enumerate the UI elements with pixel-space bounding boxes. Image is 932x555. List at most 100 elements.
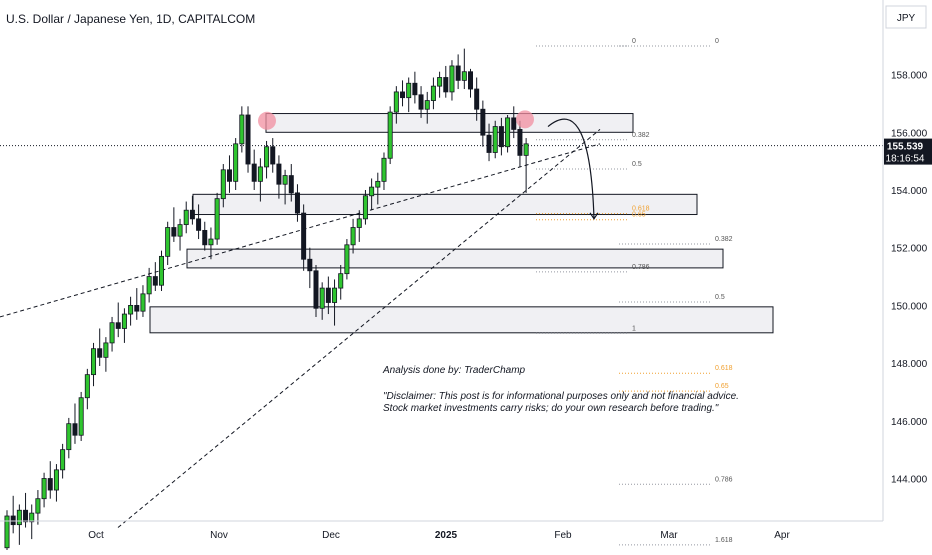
candle-body-77 bbox=[480, 108, 486, 136]
candle-body-33 bbox=[208, 238, 214, 246]
fib-label-0-5: 0.786 bbox=[632, 264, 650, 271]
zone-0 bbox=[265, 113, 634, 133]
candle-body-61 bbox=[381, 157, 387, 182]
candle-body-23 bbox=[146, 276, 152, 295]
x-tick-1: Nov bbox=[210, 530, 228, 541]
zone-1 bbox=[192, 193, 698, 216]
candle-body-26 bbox=[165, 227, 171, 257]
trendline-upper bbox=[0, 143, 601, 318]
candle-body-83 bbox=[517, 129, 523, 156]
axes: 144.000 146.000 148.000 150.000 152.000 154.0… bbox=[0, 0, 932, 541]
candle-body-70 bbox=[437, 77, 443, 87]
fib-label-1-5: 0.786 bbox=[715, 476, 733, 483]
x-tick-5: Mar bbox=[660, 530, 678, 541]
fib-label-0-4: 0.65 bbox=[632, 212, 646, 219]
candle-body-19 bbox=[121, 313, 127, 329]
candle-body-58 bbox=[362, 195, 368, 220]
candle-body-57 bbox=[356, 218, 362, 228]
candle-body-1 bbox=[10, 515, 16, 526]
candle-body-3 bbox=[23, 509, 29, 523]
markers bbox=[258, 110, 599, 220]
candle-body-22 bbox=[140, 293, 146, 312]
candles bbox=[4, 48, 529, 555]
x-tick-3: 2025 bbox=[435, 530, 458, 541]
candle-body-81 bbox=[505, 117, 511, 148]
fib-label-0-0: 0 bbox=[632, 38, 636, 45]
x-tick-6: Apr bbox=[774, 530, 790, 541]
title: U.S. Dollar / Japanese Yen, 1D, CAPITALC… bbox=[6, 12, 255, 26]
y-tick-3: 150.000 bbox=[891, 301, 928, 312]
candle-body-49 bbox=[307, 258, 313, 272]
fib-label-1-1: 0.382 bbox=[715, 236, 733, 243]
y-tick-0: 144.000 bbox=[891, 475, 928, 486]
candle-body-13 bbox=[84, 374, 90, 399]
candle-body-43 bbox=[270, 146, 276, 165]
candle-body-50 bbox=[313, 270, 319, 309]
candle-body-60 bbox=[375, 180, 381, 188]
candle-body-46 bbox=[288, 175, 294, 194]
candle-body-11 bbox=[72, 423, 78, 436]
candle-body-29 bbox=[183, 209, 189, 226]
fib-label-1-4: 0.65 bbox=[715, 383, 729, 390]
candle-body-34 bbox=[214, 198, 220, 240]
x-tick-0: Oct bbox=[88, 530, 104, 541]
trendline-lower bbox=[117, 129, 601, 528]
candle-body-7 bbox=[47, 478, 53, 491]
candle-body-48 bbox=[301, 212, 307, 260]
candle-body-2 bbox=[16, 509, 22, 526]
x-tick-4: Feb bbox=[554, 530, 572, 541]
highlight-top-2 bbox=[516, 110, 534, 129]
candle-body-69 bbox=[430, 85, 436, 101]
candle-body-9 bbox=[60, 449, 66, 471]
disclaimer-line-1: "Disclaimer: This post is for informatio… bbox=[383, 391, 739, 402]
candle-body-27 bbox=[171, 227, 177, 237]
candle-body-63 bbox=[393, 91, 399, 113]
candle-body-10 bbox=[66, 423, 72, 451]
candle-body-0 bbox=[4, 515, 10, 549]
candle-body-35 bbox=[220, 169, 226, 200]
currency-box bbox=[885, 5, 927, 29]
x-tick-2: Dec bbox=[322, 530, 340, 541]
candle-body-80 bbox=[498, 126, 504, 148]
candle-body-6 bbox=[41, 478, 47, 500]
candle-body-59 bbox=[369, 186, 375, 197]
y-tick-6: 156.000 bbox=[891, 128, 928, 139]
candle-body-54 bbox=[338, 273, 344, 289]
candle-body-71 bbox=[443, 77, 449, 93]
y-tick-2: 148.000 bbox=[891, 359, 928, 370]
candle-body-51 bbox=[319, 287, 325, 309]
candle-body-21 bbox=[134, 304, 140, 312]
candle-body-18 bbox=[115, 322, 121, 329]
candle-body-52 bbox=[325, 287, 331, 303]
candle-body-39 bbox=[245, 114, 251, 165]
candle-body-14 bbox=[91, 348, 97, 376]
candle-body-75 bbox=[467, 71, 473, 90]
candle-body-20 bbox=[128, 304, 134, 315]
candle-body-45 bbox=[282, 175, 288, 185]
zone-3 bbox=[149, 306, 774, 334]
candle-body-72 bbox=[449, 65, 455, 93]
candle-body-79 bbox=[492, 126, 498, 153]
candle-body-74 bbox=[461, 71, 467, 81]
candle-body-64 bbox=[400, 91, 406, 99]
y-tick-7: 158.000 bbox=[891, 71, 928, 82]
candle-body-82 bbox=[511, 117, 517, 130]
countdown-label: 18:16:54 bbox=[886, 154, 925, 165]
candle-body-66 bbox=[412, 82, 418, 96]
candle-body-44 bbox=[276, 163, 282, 185]
fib-label-1-6: 1.618 bbox=[715, 537, 733, 544]
candle-body-12 bbox=[78, 397, 84, 436]
candle-body-32 bbox=[202, 229, 208, 246]
candle-body-25 bbox=[158, 255, 164, 286]
candle-body-38 bbox=[239, 114, 245, 145]
candle-body-41 bbox=[257, 166, 263, 182]
candle-body-65 bbox=[406, 82, 412, 99]
candle-body-56 bbox=[350, 227, 356, 246]
candle-body-68 bbox=[424, 100, 430, 110]
candle-body-37 bbox=[233, 143, 239, 182]
price-label: 155.539 bbox=[887, 142, 924, 153]
annotations: U.S. Dollar / Japanese Yen, 1D, CAPITALC… bbox=[6, 12, 739, 414]
candle-body-55 bbox=[344, 244, 350, 275]
candle-body-84 bbox=[523, 143, 529, 156]
